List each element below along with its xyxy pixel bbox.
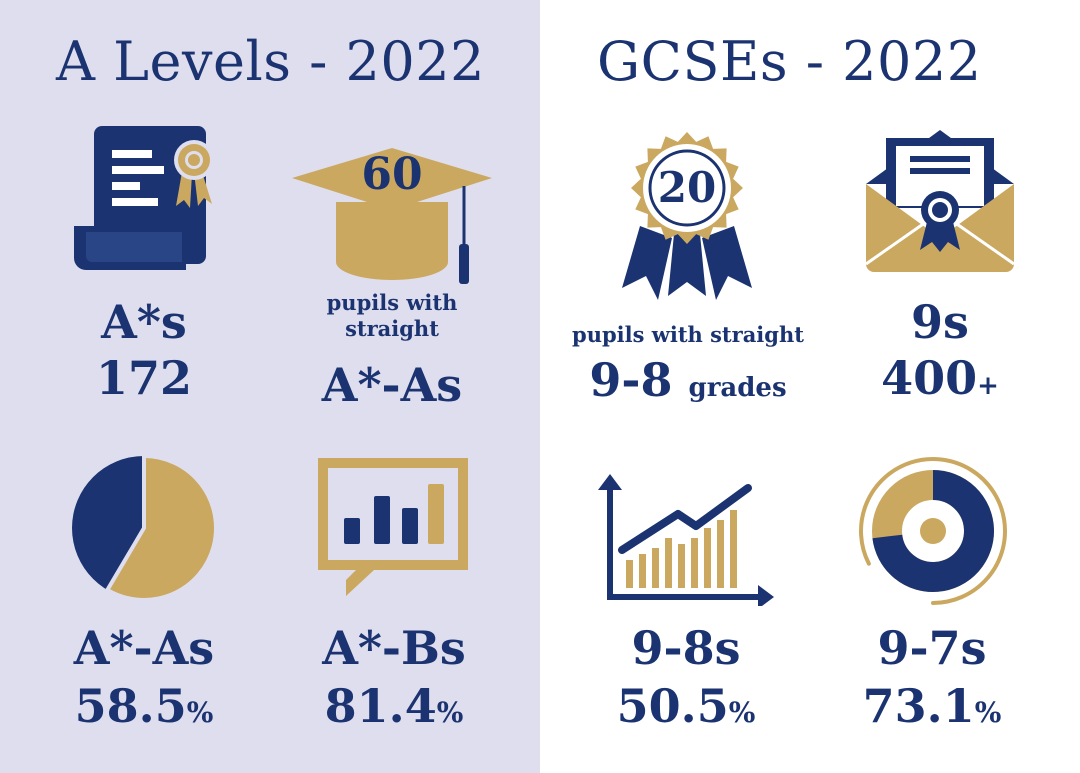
- nine-seven-label: 9-7s: [877, 621, 987, 675]
- astar-b-value: 81.4: [324, 679, 437, 733]
- nine-eight-value-line: 50.5%: [590, 678, 782, 741]
- nine-eight-label: 9-8s: [631, 621, 741, 675]
- nine-eight-value: 50.5: [616, 679, 729, 733]
- envelope-certificate-icon: [866, 130, 1014, 272]
- nine-seven-value: 73.1: [862, 679, 975, 733]
- g-straight-caption: pupils with straight: [572, 322, 804, 347]
- growth-chart-icon: [598, 474, 774, 606]
- gcses-title: GCSEs - 2022: [597, 30, 982, 93]
- award-rosette-icon: [622, 132, 752, 300]
- certificate-scroll-icon: [74, 126, 214, 270]
- rosette-number: 20: [657, 163, 717, 212]
- pie-gold-slice: [104, 453, 218, 602]
- nines-suffix: +: [977, 371, 999, 401]
- graduation-cap-icon: [292, 148, 492, 284]
- cap-number: 60: [361, 149, 423, 200]
- donut-outer-arc: [859, 457, 1007, 605]
- astar-a-label: A*-As: [73, 621, 215, 675]
- pie-chart-icon: [72, 453, 218, 602]
- astars-label: A*s: [101, 295, 187, 349]
- nines-label: 9s: [911, 295, 969, 349]
- donut-navy-segment: [872, 470, 994, 592]
- astar-b-unit: %: [436, 696, 464, 729]
- astar-a-value-line: 58.5%: [52, 678, 236, 741]
- donut-chart-icon: [859, 457, 1007, 605]
- g-straight-suffix: grades: [688, 373, 787, 403]
- nine-eight-unit: %: [728, 696, 756, 729]
- a-levels-panel: [0, 0, 540, 773]
- a-straight-caption: pupils with straight: [326, 290, 458, 341]
- gcses-panel: [540, 0, 1080, 773]
- nines-value-line: 400+: [860, 350, 1020, 414]
- nine-seven-value-line: 73.1%: [844, 678, 1020, 741]
- nine-seven-unit: %: [974, 696, 1002, 729]
- astar-a-value: 58.5: [74, 679, 187, 733]
- g-straight-line: 9-8 grades: [570, 352, 806, 416]
- a-straight-label: A*-As: [321, 358, 463, 412]
- g-straight-label: 9-8: [589, 353, 673, 407]
- a-levels-title: A Levels - 2022: [56, 30, 485, 93]
- astar-b-label: A*-Bs: [322, 621, 466, 675]
- astar-b-value-line: 81.4%: [306, 678, 482, 741]
- astars-value: 172: [95, 351, 193, 405]
- nines-value: 400: [881, 351, 978, 405]
- donut-center-dot: [920, 518, 946, 544]
- astar-a-unit: %: [186, 696, 214, 729]
- bar-chart-speech-bubble-icon: [318, 458, 468, 596]
